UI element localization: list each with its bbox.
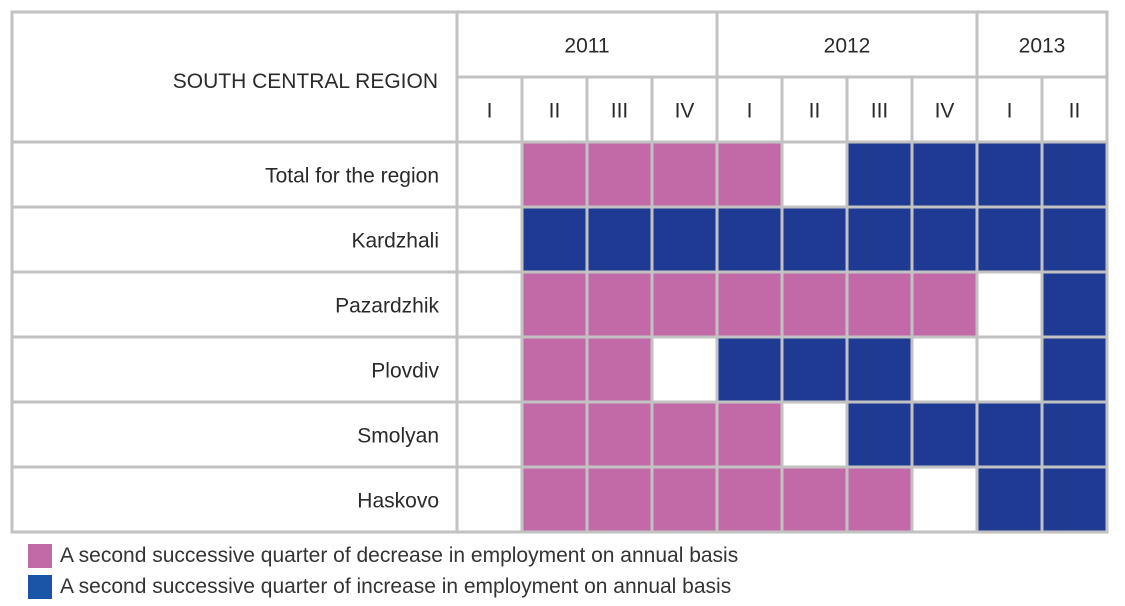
cell-pazardzhik-4-decrease [652,272,717,337]
cell-kardzhali-2-increase [522,207,587,272]
cell-haskovo-10-increase [1042,467,1107,532]
quarter-header-6: II [809,100,821,123]
row-label-haskovo: Haskovo [357,490,439,513]
cell-smolyan-5-decrease [717,402,782,467]
cell-kardzhali-1-none [457,207,522,272]
year-header-2011: 2011 [564,35,609,58]
cell-haskovo-4-decrease [652,467,717,532]
cell-pazardzhik-7-decrease [847,272,912,337]
cell-kardzhali-5-increase [717,207,782,272]
cell-total-for-the-region-5-decrease [717,142,782,207]
quarter-header-3: III [611,100,629,123]
quarter-header-7: III [871,100,889,123]
cell-total-for-the-region-2-decrease [522,142,587,207]
legend-label-decrease: A second successive quarter of decrease … [60,543,739,567]
cell-plovdiv-3-decrease [587,337,652,402]
cell-pazardzhik-9-none [977,272,1042,337]
cell-kardzhali-3-increase [587,207,652,272]
cell-total-for-the-region-8-increase [912,142,977,207]
cell-haskovo-5-decrease [717,467,782,532]
cell-plovdiv-6-increase [782,337,847,402]
legend-swatch-increase [28,574,52,599]
quarter-header-2: II [549,100,561,123]
quarter-header-9: I [1007,100,1013,123]
cell-haskovo-2-decrease [522,467,587,532]
row-label-total-for-the-region: Total for the region [265,165,439,188]
cell-plovdiv-8-none [912,337,977,402]
quarter-headers: I II III IV I II III IV I II [487,100,1081,123]
cell-pazardzhik-8-decrease [912,272,977,337]
cell-total-for-the-region-6-none [782,142,847,207]
cell-pazardzhik-3-decrease [587,272,652,337]
cell-pazardzhik-2-decrease [522,272,587,337]
cell-pazardzhik-10-increase [1042,272,1107,337]
legend-swatch-decrease [28,543,52,568]
cell-smolyan-7-increase [847,402,912,467]
quarter-header-5: I [747,100,753,123]
cell-smolyan-4-decrease [652,402,717,467]
legend-label-increase: A second successive quarter of increase … [60,574,732,598]
cell-kardzhali-9-increase [977,207,1042,272]
cell-pazardzhik-1-none [457,272,522,337]
row-label-kardzhali: Kardzhali [351,230,439,253]
cell-plovdiv-2-decrease [522,337,587,402]
cell-haskovo-9-increase [977,467,1042,532]
heatmap-cells [457,142,1107,532]
cell-total-for-the-region-1-none [457,142,522,207]
cell-total-for-the-region-7-increase [847,142,912,207]
cell-plovdiv-5-increase [717,337,782,402]
quarter-header-10: II [1069,100,1081,123]
cell-haskovo-1-none [457,467,522,532]
cell-plovdiv-9-none [977,337,1042,402]
employment-heatmap-chart: SOUTH CENTRAL REGION 2011 2012 2013 I II III… [10,10,1109,534]
cell-haskovo-6-decrease [782,467,847,532]
year-header-2012: 2012 [824,35,871,58]
cell-smolyan-2-decrease [522,402,587,467]
corner-label: SOUTH CENTRAL REGION [173,70,438,93]
cell-kardzhali-6-increase [782,207,847,272]
row-label-smolyan: Smolyan [357,425,439,448]
cell-smolyan-8-increase [912,402,977,467]
quarter-header-8: IV [935,100,955,123]
row-label-pazardzhik: Pazardzhik [335,295,439,318]
cell-pazardzhik-6-decrease [782,272,847,337]
cell-total-for-the-region-4-decrease [652,142,717,207]
cell-total-for-the-region-9-increase [977,142,1042,207]
quarter-header-1: I [487,100,493,123]
cell-kardzhali-4-increase [652,207,717,272]
year-header-2013: 2013 [1019,35,1066,58]
cell-total-for-the-region-10-increase [1042,142,1107,207]
cell-kardzhali-10-increase [1042,207,1107,272]
cell-plovdiv-10-increase [1042,337,1107,402]
cell-haskovo-3-decrease [587,467,652,532]
cell-plovdiv-1-none [457,337,522,402]
cell-plovdiv-4-none [652,337,717,402]
cell-kardzhali-7-increase [847,207,912,272]
cell-haskovo-7-decrease [847,467,912,532]
cell-total-for-the-region-3-decrease [587,142,652,207]
legend: A second successive quarter of decrease … [28,540,738,602]
grid-lines [10,10,1109,534]
cell-smolyan-9-increase [977,402,1042,467]
year-headers: 2011 2012 2013 [564,35,1065,58]
cell-plovdiv-7-increase [847,337,912,402]
cell-kardzhali-8-increase [912,207,977,272]
cell-smolyan-10-increase [1042,402,1107,467]
cell-pazardzhik-5-decrease [717,272,782,337]
row-label-plovdiv: Plovdiv [371,360,439,383]
cell-haskovo-8-none [912,467,977,532]
cell-smolyan-1-none [457,402,522,467]
legend-item-decrease: A second successive quarter of decrease … [28,540,738,571]
quarter-header-4: IV [675,100,695,123]
cell-smolyan-6-none [782,402,847,467]
legend-item-increase: A second successive quarter of increase … [28,571,738,602]
row-labels: Total for the region Kardzhali Pazardzhik P… [265,165,439,513]
cell-smolyan-3-decrease [587,402,652,467]
